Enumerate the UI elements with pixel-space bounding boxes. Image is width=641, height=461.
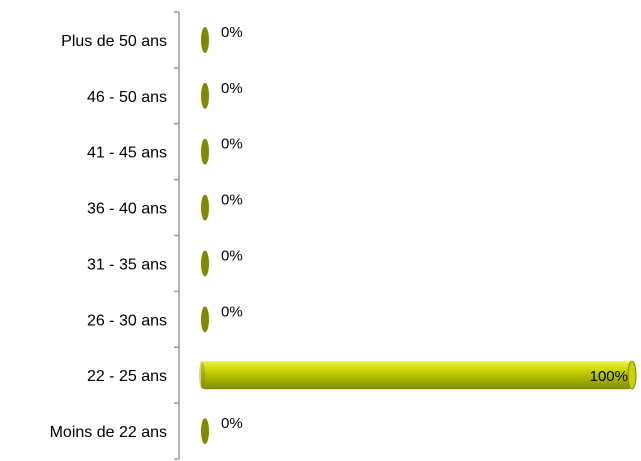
bar [201, 138, 209, 165]
bar-value-label: 0% [221, 80, 243, 97]
bar-value-label: 0% [221, 415, 243, 432]
bar-value-label: 0% [221, 136, 243, 153]
bar-value-label: 0% [221, 24, 243, 41]
bar [201, 250, 209, 277]
bar-body [201, 361, 632, 390]
category-tick-label: 36 - 40 ans [87, 201, 167, 218]
bar-start-cap [199, 361, 205, 390]
category-tick-label: 31 - 35 ans [87, 256, 167, 273]
category-tick-label: 22 - 25 ans [87, 368, 167, 385]
category-tick-label: 41 - 45 ans [87, 145, 167, 162]
bar-value-label: 0% [221, 192, 243, 209]
bar [201, 194, 209, 221]
category-tick-label: 26 - 30 ans [87, 312, 167, 329]
bar-value-label: 0% [221, 247, 243, 264]
bar-value-label: 100% [590, 368, 628, 385]
category-tick-label: Plus de 50 ans [61, 33, 167, 50]
category-tick-label: 46 - 50 ans [87, 89, 167, 106]
bar [199, 360, 637, 390]
category-tick-label: Moins de 22 ans [50, 424, 167, 441]
bar [201, 306, 209, 333]
bar-end-cap [627, 360, 637, 390]
bar [201, 418, 209, 445]
bar [201, 82, 209, 109]
bar [201, 26, 209, 53]
bar-value-label: 0% [221, 303, 243, 320]
